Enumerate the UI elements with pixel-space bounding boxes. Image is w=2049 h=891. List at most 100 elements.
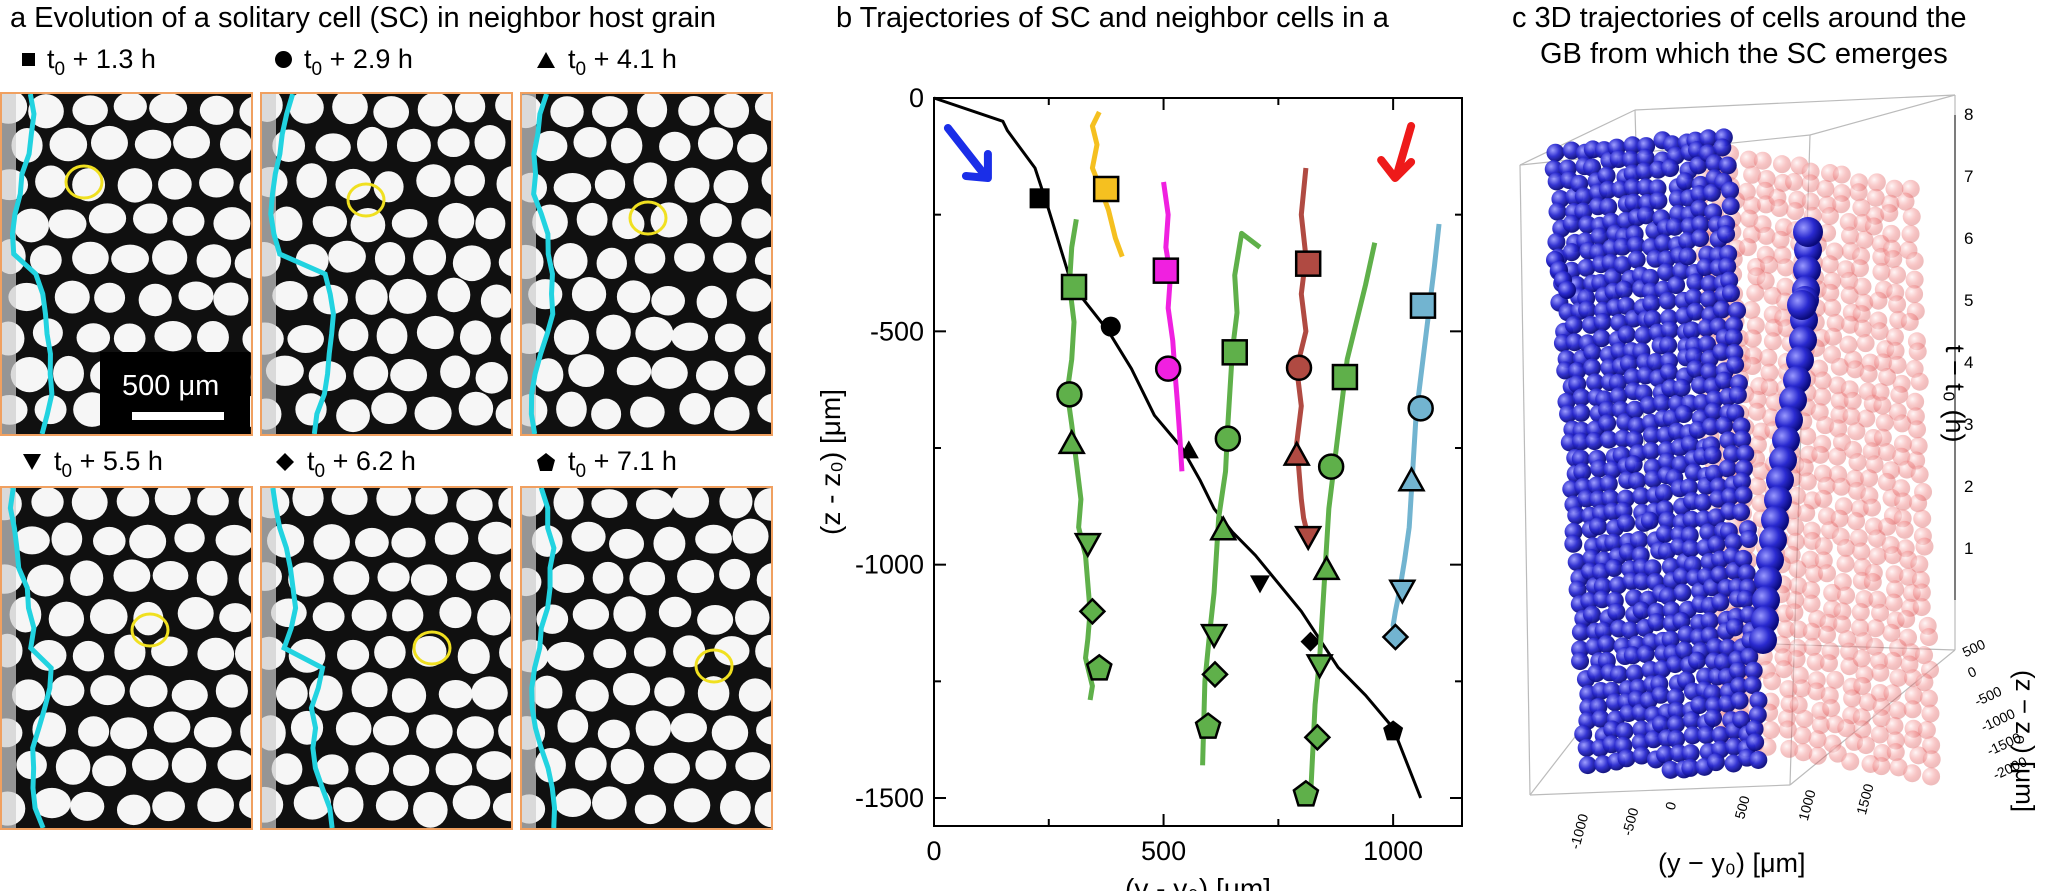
circle-marker — [1214, 425, 1242, 452]
cell-blob — [213, 282, 249, 316]
cell-blob — [671, 488, 710, 518]
cell-blob — [630, 396, 665, 428]
cell-blob — [651, 356, 688, 389]
cell-blob — [553, 488, 584, 520]
frame-label-1: t0 + 1.3 h — [22, 46, 156, 79]
circle-marker — [1317, 453, 1345, 480]
cell-blob — [31, 488, 64, 517]
cell-blob — [714, 323, 746, 353]
cell-blob — [70, 791, 105, 821]
cell-blob — [634, 243, 666, 274]
cell-blob — [12, 679, 46, 711]
cell-blob — [134, 129, 172, 159]
cell-blob — [171, 747, 207, 783]
cell-blob — [695, 524, 732, 554]
cell-blob — [498, 715, 511, 747]
cell-blob — [371, 392, 407, 425]
cell-blob — [495, 398, 511, 429]
cell-blob — [375, 790, 409, 821]
t-tick-label: 4 — [1964, 353, 1974, 372]
cell-blob — [270, 206, 303, 242]
boundary-region — [262, 488, 276, 828]
square-marker — [1092, 175, 1120, 203]
cell-blob — [392, 754, 430, 786]
triangle-down-marker — [1294, 525, 1323, 552]
triangle-marker-icon — [537, 51, 555, 68]
cell-blob — [438, 679, 473, 709]
cell-blob — [117, 168, 153, 203]
x-axis-label: (y - y₀) [μm] — [1125, 873, 1271, 891]
cell-blob — [438, 202, 475, 239]
cell-blob — [289, 94, 324, 124]
cell-blob — [713, 636, 750, 666]
grain-boundary-line — [528, 94, 556, 434]
cell-blob — [414, 396, 452, 430]
cell-blob — [197, 488, 229, 516]
cell-blob — [575, 747, 607, 781]
cell-blob — [616, 280, 651, 313]
series-brown — [1282, 167, 1323, 552]
cell-blob — [94, 282, 126, 313]
cell-blob — [72, 95, 108, 126]
series-SC — [933, 96, 1423, 799]
cell-blob — [35, 165, 67, 198]
cell-blob — [754, 488, 771, 521]
grain-boundary-line — [9, 94, 55, 434]
grain-boundary-line — [7, 488, 54, 828]
trajectory-line — [1200, 230, 1262, 766]
cell-blob — [611, 127, 643, 164]
cell-blob — [592, 786, 627, 820]
cell-blob — [116, 488, 150, 517]
triangle-down-marker — [1073, 532, 1102, 559]
scale-bar-line — [132, 412, 224, 420]
cell-blob — [452, 785, 491, 820]
arrow-shaft — [943, 124, 988, 178]
cell-blob — [697, 605, 734, 635]
cell-blob — [455, 561, 491, 591]
series-lightblue — [1381, 223, 1442, 651]
cell-blob — [499, 561, 511, 590]
cell-blob — [434, 522, 469, 555]
t-tick-label: 1 — [1964, 539, 1974, 558]
pentagon-marker — [1085, 653, 1113, 681]
cell-blob — [275, 677, 308, 710]
cell-blob — [49, 127, 88, 162]
boundary-region — [2, 94, 16, 434]
arrow-head — [961, 150, 992, 182]
cell-blob — [697, 676, 730, 711]
trajectory-line — [933, 96, 1423, 799]
cell-blob — [736, 278, 771, 312]
cell-blob — [696, 285, 728, 319]
square-marker-icon — [22, 53, 35, 66]
cell-blob — [71, 488, 108, 521]
cell-blob — [335, 168, 372, 201]
cell-blob — [238, 488, 251, 520]
cell-blob — [172, 206, 205, 236]
cell-blob — [416, 714, 453, 749]
frame-label-4: t0 + 5.5 h — [22, 448, 163, 481]
cell-blob — [295, 244, 329, 277]
cell-blob — [177, 596, 214, 630]
blue-arrow-icon — [943, 124, 992, 182]
y-tick-label: 0 — [909, 83, 924, 113]
solitary-cell-outline — [64, 164, 104, 200]
cell-blob — [416, 164, 451, 198]
triangle-marker — [1397, 466, 1426, 492]
cell-blob — [219, 128, 251, 161]
cell-blob — [475, 207, 506, 240]
cell-blob — [671, 322, 709, 351]
cell-blob — [199, 95, 234, 125]
cell-blob — [498, 248, 511, 277]
trajectory-line — [1307, 242, 1378, 799]
cell-blob — [575, 679, 609, 712]
cell-blob — [440, 355, 471, 389]
cell-blob — [713, 242, 747, 273]
cell-blob — [553, 172, 592, 203]
cell-blob — [377, 562, 410, 592]
cell-blob — [492, 792, 511, 822]
cell-blob — [50, 675, 85, 707]
arrow-head — [1377, 156, 1416, 182]
micrograph-frame-3 — [520, 92, 773, 436]
cell-blob — [533, 130, 568, 162]
series-green1 — [1056, 218, 1113, 701]
